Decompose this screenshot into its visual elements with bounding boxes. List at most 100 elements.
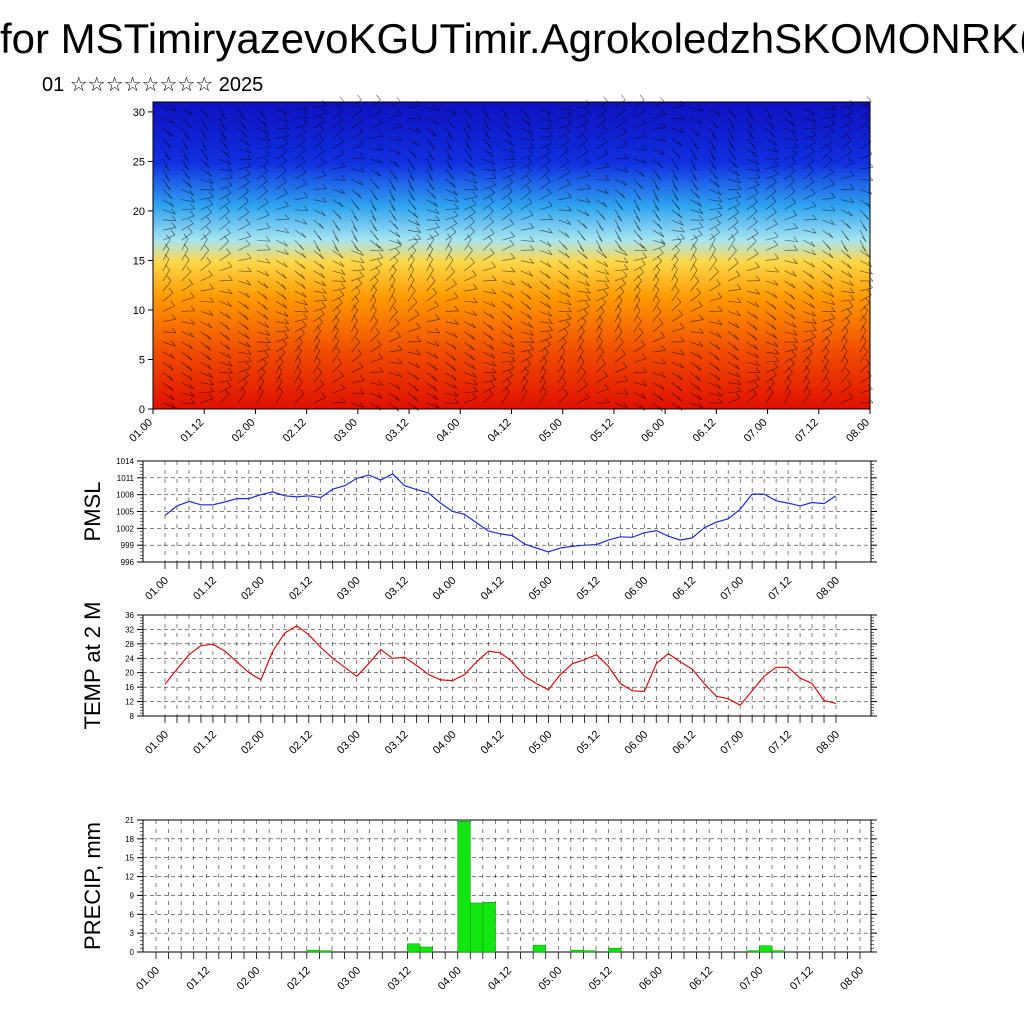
x-tick-label: 05.00 xyxy=(527,575,555,603)
pmsl-panel: 996 999 1002 1005 1008 1011 1014 01.00 01.12 02.0… xyxy=(80,457,877,603)
precip-bar xyxy=(570,949,584,953)
precip-bar xyxy=(419,946,433,953)
x-tick-label: 03.00 xyxy=(332,417,360,445)
x-tick-label: 02.12 xyxy=(287,729,315,757)
precip-bar xyxy=(608,947,622,953)
x-tick-label: 04.12 xyxy=(479,575,507,603)
x-tick-label: 06.12 xyxy=(670,729,698,757)
precip-panel: 0 3 6 9 12 15 18 21 01.00 01.12 02.00 02.12 03.00 03.… xyxy=(80,816,877,993)
wind-barbs xyxy=(162,94,874,412)
y-tick-label: 10 xyxy=(133,305,145,317)
y-tick-label: 20 xyxy=(125,669,134,678)
plot-frame xyxy=(142,614,872,717)
x-tick-label: 01.12 xyxy=(191,729,219,757)
y-tick-label: 0 xyxy=(130,948,135,957)
y-tick-label: 3 xyxy=(130,929,135,938)
x-tick-label: 07.00 xyxy=(742,417,770,445)
x-tick-label: 05.00 xyxy=(537,417,565,445)
precip-bar xyxy=(482,902,496,953)
x-tick-label: 05.12 xyxy=(587,965,615,993)
cross-section-panel: 0 5 10 15 20 25 30 01.00 01.12 02.00 02.12 03.00 03.… xyxy=(127,94,874,445)
y-tick-label: 1002 xyxy=(116,524,134,533)
x-tick-label: 07.12 xyxy=(766,575,794,603)
y-tick-label: 999 xyxy=(121,541,135,550)
x-tick-label: 02.12 xyxy=(287,575,315,603)
x-tick-label: 01.00 xyxy=(127,417,155,445)
x-tick-label: 04.12 xyxy=(479,729,507,757)
plot-frame xyxy=(142,819,872,953)
x-tick-label: 07.12 xyxy=(788,965,816,993)
x-tick-label: 02.12 xyxy=(285,965,313,993)
y-tick-label: 0 xyxy=(139,404,145,416)
x-tick-label: 08.00 xyxy=(814,729,842,757)
y-tick-label: 12 xyxy=(125,873,134,882)
x-tick-label: 03.00 xyxy=(335,965,363,993)
figure-subtitle: 01 ☆☆☆☆☆☆☆☆ 2025 xyxy=(42,74,264,96)
y-tick-label: 24 xyxy=(125,654,134,663)
y-tick-label: 12 xyxy=(125,698,134,707)
y-tick-label: 16 xyxy=(125,683,134,692)
x-tick-label: 02.00 xyxy=(239,729,267,757)
x-tick-label: 03.00 xyxy=(335,729,363,757)
y-tick-label: 18 xyxy=(125,835,134,844)
precip-bar xyxy=(306,949,320,953)
y-tick-label: 1014 xyxy=(116,457,134,466)
x-tick-label: 03.12 xyxy=(386,965,414,993)
x-tick-label: 01.00 xyxy=(134,965,162,993)
precip-bar xyxy=(470,902,484,953)
precip-bar xyxy=(319,950,333,953)
precip-bar xyxy=(407,943,421,953)
x-tick-label: 04.12 xyxy=(486,417,514,445)
y-tick-label: 5 xyxy=(139,354,145,366)
precip-bar xyxy=(759,945,773,953)
y-tick-label: 32 xyxy=(125,625,134,634)
y-tick-label: 21 xyxy=(125,816,134,825)
x-tick-label: 06.00 xyxy=(639,417,667,445)
x-tick-label: 01.00 xyxy=(143,729,171,757)
precip-bar xyxy=(583,950,597,953)
x-tick-label: 06.12 xyxy=(687,965,715,993)
precip-bar xyxy=(771,950,785,953)
x-tick-label: 08.00 xyxy=(838,965,866,993)
x-tick-label: 06.00 xyxy=(622,575,650,603)
x-tick-label: 03.12 xyxy=(383,729,411,757)
y-tick-label: 15 xyxy=(125,854,134,863)
x-tick-label: 08.00 xyxy=(844,417,872,445)
y-tick-label: 1011 xyxy=(117,474,135,483)
x-tick-label: 03.12 xyxy=(383,575,411,603)
y-tick-label: 15 xyxy=(133,255,145,267)
x-tick-label: 02.00 xyxy=(239,575,267,603)
y-tick-label: 30 xyxy=(133,107,145,119)
x-tick-label: 05.12 xyxy=(575,729,603,757)
x-tick-label: 07.00 xyxy=(718,729,746,757)
precip-bar xyxy=(532,944,546,953)
x-tick-label: 04.00 xyxy=(431,575,459,603)
x-tick-label: 06.00 xyxy=(622,729,650,757)
x-tick-label: 03.00 xyxy=(335,575,363,603)
y-tick-label: 8 xyxy=(130,712,135,721)
x-tick-label: 07.12 xyxy=(766,729,794,757)
x-tick-label: 05.00 xyxy=(527,729,555,757)
x-tick-label: 04.00 xyxy=(436,965,464,993)
x-tick-label: 06.12 xyxy=(691,417,719,445)
y-tick-label: 20 xyxy=(133,206,145,218)
x-tick-label: 05.12 xyxy=(588,417,616,445)
x-tick-label: 06.12 xyxy=(670,575,698,603)
y-tick-label: 1005 xyxy=(116,508,134,517)
y-tick-label: 6 xyxy=(130,910,135,919)
x-tick-label: 07.12 xyxy=(793,417,821,445)
x-tick-label: 02.00 xyxy=(230,417,258,445)
x-tick-label: 01.00 xyxy=(143,575,171,603)
heatmap-field xyxy=(153,102,870,409)
y-axis-label: TEMP at 2 M xyxy=(80,602,105,730)
figure-title: for MSTimiryazevoKGUTimir.AgrokoledzhSKO… xyxy=(0,15,1024,62)
y-tick-label: 28 xyxy=(125,640,134,649)
temp-series-line xyxy=(164,625,837,706)
x-tick-label: 05.00 xyxy=(536,965,564,993)
x-tick-label: 05.12 xyxy=(575,575,603,603)
x-tick-label: 07.00 xyxy=(738,965,766,993)
y-tick-label: 9 xyxy=(130,891,135,900)
x-tick-label: 02.00 xyxy=(235,965,263,993)
precip-bar xyxy=(746,950,760,953)
